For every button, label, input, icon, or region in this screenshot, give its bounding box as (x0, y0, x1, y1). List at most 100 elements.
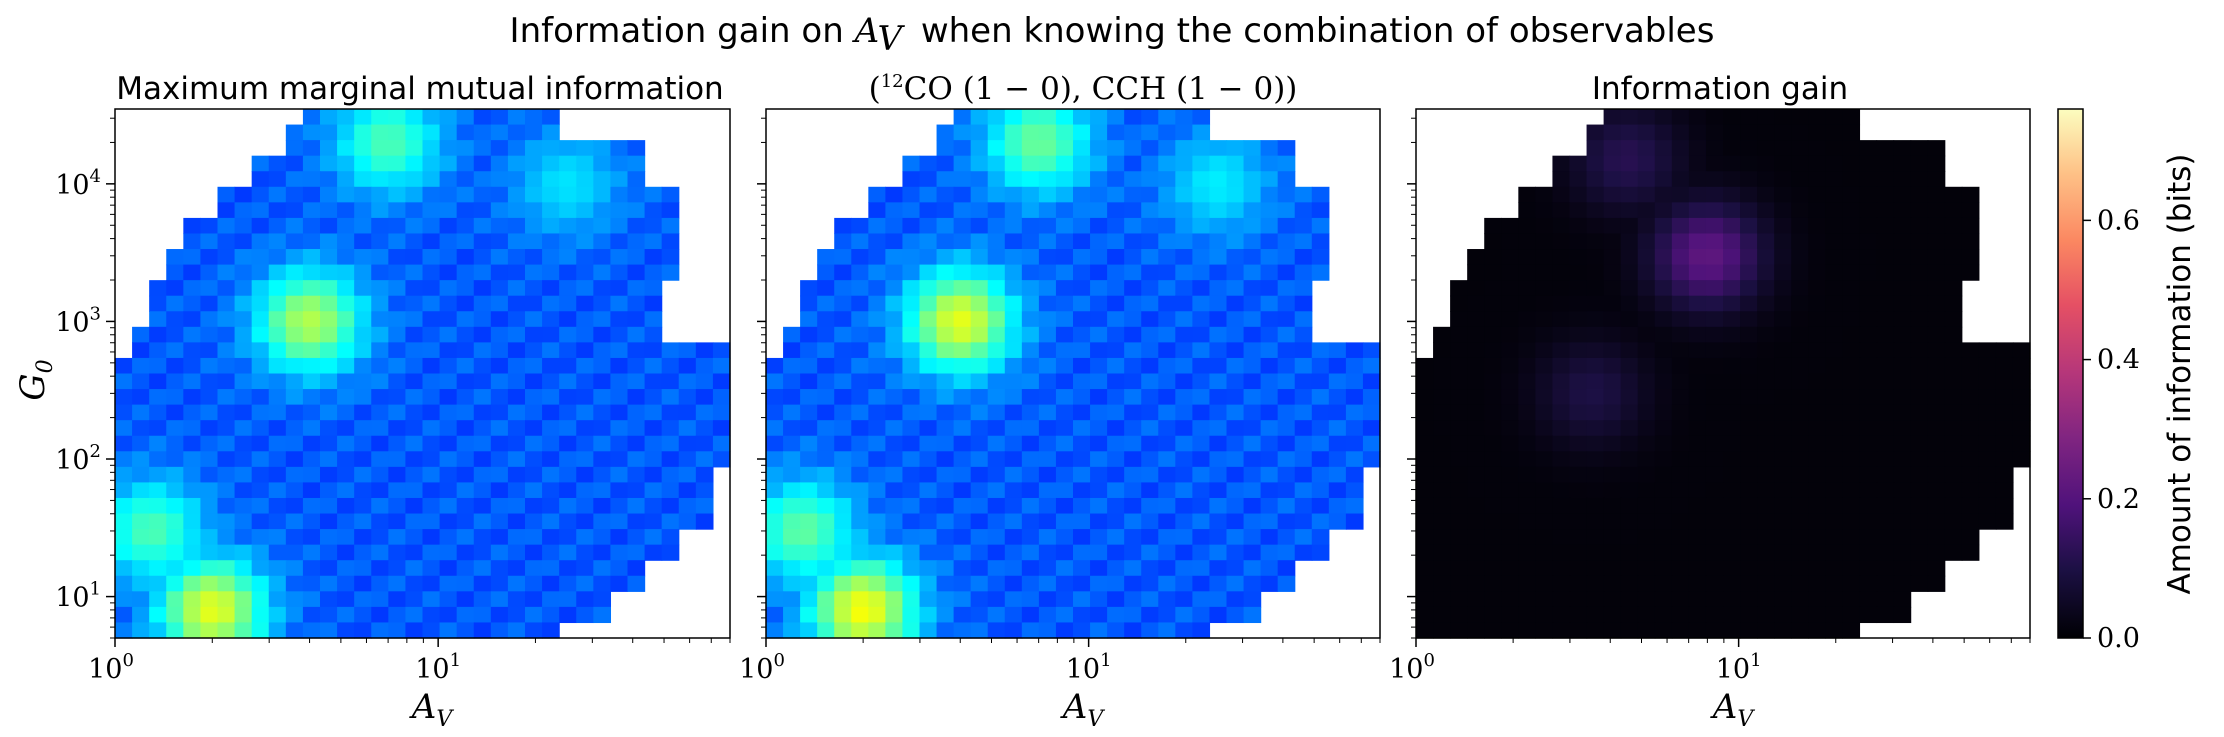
heatmap-cell (251, 389, 270, 406)
heatmap-cell (320, 342, 338, 359)
heatmap-cell (644, 280, 663, 297)
heatmap-cell (1021, 622, 1040, 639)
heatmap-cell (661, 451, 680, 468)
heatmap-cell (1842, 342, 1861, 359)
heatmap-cell (1586, 373, 1605, 390)
heatmap-cell (302, 155, 321, 172)
heatmap-cell (473, 560, 492, 577)
heatmap-cell (1910, 311, 1929, 328)
heatmap-cell (525, 109, 543, 126)
heatmap-cell (1859, 591, 1878, 608)
heatmap-cell (1107, 311, 1125, 328)
heatmap-cell (507, 591, 526, 608)
heatmap-cell (1021, 529, 1040, 546)
heatmap-cell (1090, 202, 1108, 219)
heatmap-cell (987, 373, 1006, 390)
heatmap-cell (1671, 575, 1690, 592)
heatmap-cell (1107, 435, 1125, 452)
heatmap-cell (439, 373, 458, 390)
heatmap-cell (576, 466, 594, 484)
heatmap-cell (337, 109, 355, 126)
heatmap-cell (678, 342, 697, 359)
heatmap-cell (970, 357, 989, 375)
heatmap-cell (919, 357, 938, 375)
heatmap-cell (1175, 109, 1193, 126)
heatmap-cell (1654, 435, 1673, 452)
heatmap-cell (302, 529, 321, 546)
heatmap-cell (902, 357, 921, 375)
heatmap-cell (1073, 249, 1091, 266)
heatmap-cell (1723, 435, 1741, 452)
heatmap-cell (1450, 389, 1468, 406)
heatmap-cell (1654, 171, 1673, 188)
heatmap-cell (1808, 482, 1826, 499)
heatmap-cell (970, 186, 989, 203)
heatmap-cell (490, 389, 509, 406)
heatmap-cell (851, 342, 869, 359)
heatmap-cell (1416, 466, 1434, 484)
heatmap-cell (405, 389, 424, 406)
heatmap-cell (1723, 497, 1741, 515)
heatmap-cell (627, 217, 646, 235)
heatmap-cell (337, 171, 355, 188)
heatmap-cell (1757, 622, 1775, 639)
heatmap-cell (1073, 357, 1091, 375)
heatmap-cell (576, 497, 594, 515)
heatmap-cell (559, 466, 577, 484)
heatmap-cell (885, 357, 904, 375)
heatmap-cell (507, 451, 526, 468)
heatmap-cell (1688, 466, 1707, 484)
heatmap-cell (1175, 606, 1193, 624)
heatmap-cell (1038, 342, 1057, 359)
heatmap-cell (987, 529, 1006, 546)
heatmap-cell (490, 435, 509, 452)
heatmap-cell (868, 497, 886, 515)
heatmap-cell (627, 186, 646, 203)
heatmap-cell (1416, 373, 1434, 390)
heatmap-cell (1021, 311, 1040, 328)
heatmap-cell (1243, 326, 1262, 343)
heatmap-cell (525, 171, 543, 188)
heatmap-cell (1260, 389, 1279, 406)
heatmap-cell (525, 155, 543, 172)
heatmap-cell (507, 295, 526, 312)
heatmap-cell (405, 124, 424, 141)
heatmap-cell (1688, 389, 1707, 406)
heatmap-cell (661, 264, 680, 281)
y-axis-label: G0 (13, 359, 58, 400)
heatmap-cell (1073, 140, 1091, 157)
heatmap-cell (953, 155, 972, 172)
heatmap-cell (371, 451, 389, 468)
heatmap-cell (1090, 373, 1108, 390)
heatmap-cell (1705, 560, 1724, 577)
heatmap-cell (610, 435, 629, 452)
heatmap-cell (456, 529, 475, 546)
heatmap-cell (1021, 140, 1040, 157)
heatmap-cell (1552, 326, 1571, 343)
heatmap-cell (1978, 357, 1997, 375)
heatmap-cell (1637, 217, 1656, 235)
heatmap-cell (234, 513, 253, 530)
heatmap-cell (661, 544, 680, 561)
heatmap-cell (661, 482, 680, 499)
heatmap-cell (1740, 404, 1758, 421)
heatmap-cell (302, 186, 321, 203)
heatmap-cell (1004, 264, 1023, 281)
heatmap-cell (1723, 264, 1741, 281)
heatmap-cell (1518, 497, 1536, 515)
heatmap-cell (834, 420, 852, 437)
heatmap-cell (1791, 622, 1809, 639)
heatmap-cell (1055, 513, 1074, 530)
heatmap-cell (1243, 560, 1262, 577)
heatmap-cell (166, 466, 184, 484)
heatmap-cell (1876, 233, 1895, 250)
heatmap-cell (1311, 529, 1330, 546)
heatmap-cell (1808, 140, 1826, 157)
heatmap-cell (1484, 482, 1502, 499)
heatmap-cell (1277, 389, 1296, 406)
heatmap-cell (627, 326, 646, 343)
heatmap-cell (1893, 295, 1912, 312)
heatmap-cell (1158, 140, 1176, 157)
heatmap-cell (1961, 202, 1980, 219)
heatmap-cell (217, 560, 236, 577)
